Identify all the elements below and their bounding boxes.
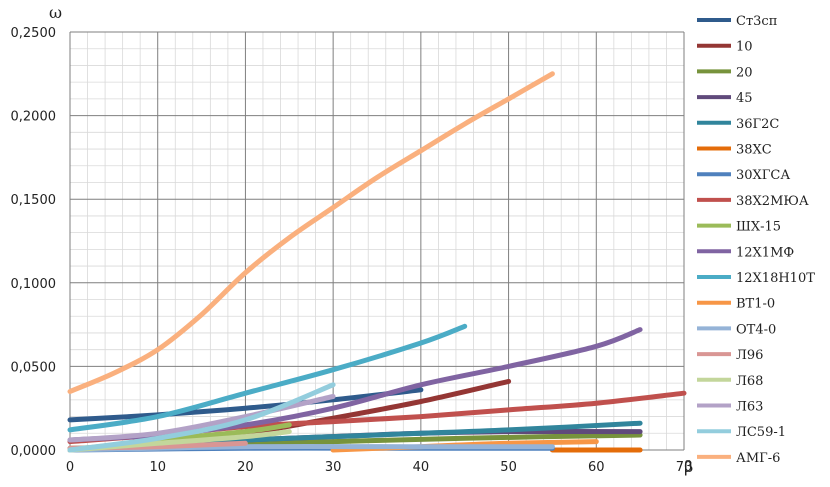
x-tick-label: 40 — [413, 460, 430, 475]
legend-label: 20 — [736, 65, 753, 80]
series-line — [67, 387, 424, 423]
series-line — [67, 323, 468, 433]
x-tick-label: 60 — [588, 460, 605, 475]
legend-label: ШХ-15 — [736, 220, 781, 235]
y-tick-label: 0,0500 — [11, 360, 57, 375]
legend-label: Л63 — [736, 400, 763, 415]
series-lines — [67, 71, 687, 453]
y-tick-label: 0,2000 — [11, 110, 57, 125]
legend-label: 12Х1МФ — [736, 245, 794, 260]
y-tick-labels: 0,0000 0,0500 0,1000 0,1500 0,2000 0,2500 — [11, 26, 57, 459]
x-tick-label: 10 — [149, 460, 166, 475]
x-tick-label: 50 — [500, 460, 517, 475]
x-tick-label: 30 — [325, 460, 342, 475]
y-tick-label: 0,1000 — [11, 277, 57, 292]
legend-label: 30ХГСА — [736, 168, 790, 183]
x-tick-labels: 0 10 20 30 40 50 60 70 — [66, 460, 692, 475]
y-tick-label: 0,2500 — [11, 26, 57, 41]
legend-label: ЛС59-1 — [736, 425, 786, 440]
legend-label: Л68 — [736, 374, 763, 389]
legend-label: 12Х18Н10Т — [736, 271, 815, 286]
legend-label: Л96 — [736, 348, 763, 363]
legend-label: ОТ4-0 — [736, 322, 776, 337]
legend-label: 10 — [736, 40, 753, 55]
y-tick-label: 0,1500 — [11, 193, 57, 208]
x-tick-label: 0 — [66, 460, 74, 475]
legend: Ст3сп 10 20 45 36Г2С 38ХС 30ХГСА 38Х2МЮА ШХ-15 12… — [697, 14, 815, 466]
x-tick-label: 70 — [676, 460, 693, 475]
x-axis-title: β — [684, 457, 693, 476]
series-line — [67, 382, 336, 453]
legend-label: 36Г2С — [736, 117, 779, 132]
y-axis-title: ω — [49, 3, 62, 22]
legend-label: ВТ1-0 — [736, 297, 775, 312]
legend-label: 38Х2МЮА — [736, 194, 809, 209]
legend-label: АМГ-6 — [736, 451, 780, 466]
y-tick-label: 0,0000 — [11, 444, 57, 459]
legend-label: 45 — [736, 91, 753, 106]
x-tick-label: 20 — [237, 460, 254, 475]
legend-label: Ст3сп — [736, 14, 777, 29]
series-line — [67, 71, 555, 394]
series-line — [67, 394, 336, 443]
legend-label: 38ХС — [736, 143, 772, 158]
